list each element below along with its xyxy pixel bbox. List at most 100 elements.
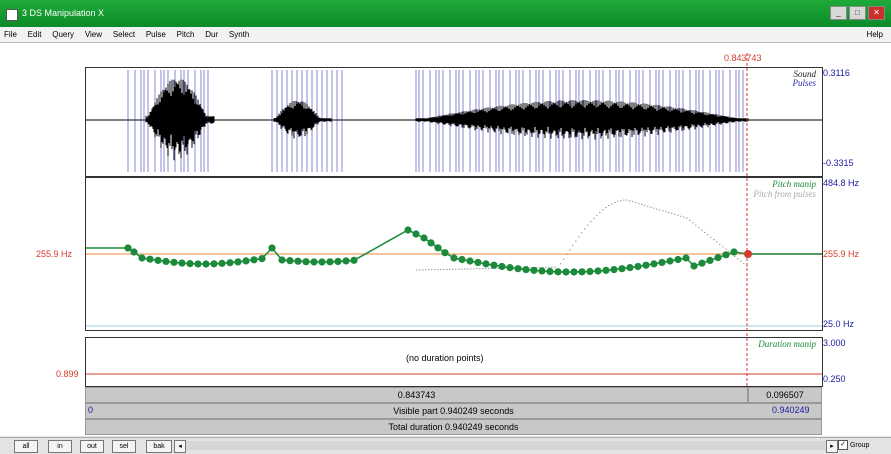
zoom-all-button[interactable]: all [14,440,38,453]
pitch-point [226,259,234,267]
zoom-sel-button[interactable]: sel [112,440,136,453]
menu-pulse[interactable]: Pulse [145,30,166,39]
pitch-point [124,244,132,252]
pitch-point [634,262,642,271]
pitch-point [586,267,594,276]
pitch-from-pulses-label: Pitch from pulses [753,189,816,199]
pitch-point [618,265,626,273]
pitch-point [234,258,242,266]
pitch-points [124,226,738,276]
pitch-point [698,259,706,267]
pulses-label: Pulses [792,78,817,88]
pitch-point [666,257,674,265]
menu-help[interactable]: Help [866,30,883,39]
sound-pane[interactable]: Sound Pulses [85,67,823,177]
menu-dur[interactable]: Dur [205,30,219,39]
pitch-point [714,254,722,262]
pitch-point [690,262,698,270]
pitch-point [506,264,514,272]
pitch-point [294,257,302,265]
pitch-point [318,258,326,266]
pitch-manip-label: Pitch manip [772,179,816,189]
pitch-point [538,267,546,275]
pitch-point [578,268,586,276]
pitch-point [658,258,666,267]
menu-select[interactable]: Select [112,30,136,39]
cursor-time-label: 0.843743 [724,53,762,63]
menu-pitch[interactable]: Pitch [176,30,195,39]
pitch-point [626,264,634,272]
zoom-out-button[interactable]: out [80,440,104,453]
menu-view[interactable]: View [84,30,103,39]
close-button[interactable]: ✕ [868,6,885,20]
pitch-point [162,257,170,266]
pitch-point [610,265,618,274]
pitch-point [722,251,730,259]
group-checkbox[interactable]: ✓ [838,440,848,451]
pitch-point [130,248,138,256]
pitch-point [450,254,458,262]
pitch-point [138,254,146,262]
pitch-point [674,255,682,264]
pitch-point [194,260,202,268]
duration-pane[interactable]: Duration manip (no duration points) [85,337,823,387]
window-controls: _ □ ✕ [830,6,885,20]
no-duration-points-text: (no duration points) [406,353,484,363]
zoom-back-button[interactable]: bak [146,440,172,453]
pitch-point [310,258,318,266]
pitch-point [434,244,442,252]
sound-waveform [86,70,822,172]
group-label: Group [849,442,870,449]
pitch-point [258,255,266,263]
pitch-point [546,267,554,276]
pitch-point [554,268,562,276]
pitch-point [420,234,428,242]
pitch-point [202,260,210,268]
remaining-time-bar[interactable]: 0.096507 [748,387,822,403]
duration-tier [86,373,822,375]
zoom-in-button[interactable]: in [48,440,72,453]
pitch-point [334,257,342,266]
pitch-point [562,268,570,276]
pitch-point [412,230,420,238]
menu-query[interactable]: Query [52,30,75,39]
app-icon [6,9,18,21]
maximize-button[interactable]: □ [849,6,866,20]
minimize-button[interactable]: _ [830,6,847,20]
pitch-point [570,268,578,276]
duration-min-value: 0.250 [823,374,846,384]
duration-manip-label: Duration manip [758,339,816,349]
pitch-point [404,226,412,234]
pitch-point [218,259,226,267]
menu-synth[interactable]: Synth [228,30,250,39]
pitch-point [342,257,350,265]
selected-time-bar[interactable]: 0.843743 [85,387,748,403]
pitch-point [530,266,538,274]
pitch-point [286,257,294,265]
editor-canvas[interactable]: 0.843743 Sound Pulses 0.3116 -0.3315 Pit… [0,43,891,436]
pitch-point [278,256,286,264]
pitch-point [682,254,690,262]
pitch-current-left: 255.9 Hz [36,249,73,259]
pitch-current-right: 255.9 Hz [823,249,860,259]
duration-left-value: 0.899 [56,369,79,379]
visible-part-bar[interactable]: Visible part 0.940249 seconds [85,403,822,419]
menu-edit[interactable]: Edit [27,30,42,39]
pitch-point [170,258,178,266]
pitch-point [730,248,738,256]
duration-max-value: 3.000 [823,338,846,348]
bottom-bar: all in out sel bak ◂ ▸ ✓ Group [0,437,891,454]
pitch-point [178,259,186,267]
total-duration-bar[interactable]: Total duration 0.940249 seconds [85,419,822,435]
pitch-point [650,260,658,268]
pitch-point [490,261,498,269]
scroll-right-button[interactable]: ▸ [826,440,838,453]
selected-pitch-point [744,250,752,258]
menu-file[interactable]: File [4,30,17,39]
pitch-pane[interactable]: Pitch manip Pitch from pulses [85,177,823,331]
pitch-point [466,257,474,265]
group-toggle[interactable]: ✓ Group [838,440,869,451]
scroll-left-button[interactable]: ◂ [174,440,186,453]
pitch-point [474,258,482,267]
horizontal-scrollbar[interactable] [186,441,826,450]
